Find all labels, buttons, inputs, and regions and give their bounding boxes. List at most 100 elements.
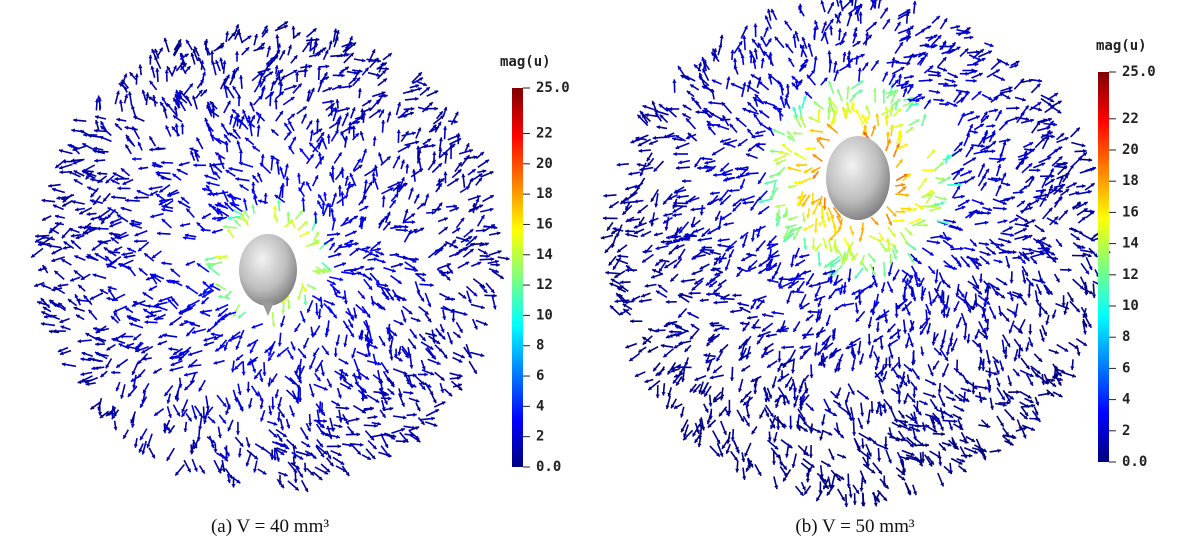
vector-arrowhead [148, 54, 153, 59]
vector-arrowhead [204, 257, 209, 262]
vector-arrowhead [79, 210, 84, 215]
vector-arrowhead [897, 400, 902, 404]
vector-arrowhead [660, 239, 665, 244]
vector-arrowhead [115, 387, 120, 392]
vector-arrowhead [167, 191, 172, 196]
vector-arrowhead [308, 120, 313, 125]
vector-arrowhead [173, 106, 178, 110]
vector-arrowhead [469, 148, 473, 153]
vector-arrowhead [218, 312, 222, 317]
vector-arrowhead [220, 42, 225, 47]
vector-arrowhead [158, 298, 163, 303]
vector-arrowhead [376, 109, 381, 114]
vector-arrowhead [235, 67, 239, 71]
vector-arrowhead [306, 308, 311, 313]
vector-arrowhead [342, 262, 346, 267]
vector-arrowhead [190, 151, 194, 155]
vector-arrowhead [397, 102, 402, 106]
vector-arrowhead [330, 165, 335, 169]
vector-arrowhead [221, 316, 226, 321]
vector-arrowhead [448, 392, 453, 397]
vector-arrowhead [306, 181, 310, 186]
vector-arrowhead [138, 247, 143, 252]
vector-arrowhead [135, 348, 139, 353]
vector-arrowhead [205, 412, 210, 416]
vector-arrowhead [274, 394, 279, 399]
vector-arrowhead [867, 341, 872, 346]
vector-arrowhead [409, 111, 414, 116]
vector-arrowhead [388, 396, 392, 401]
vector-arrowhead [382, 62, 387, 67]
vector-arrowhead [155, 193, 160, 198]
vector-arrowhead [99, 135, 104, 140]
vector-arrowhead [269, 452, 274, 457]
vector-arrowhead [130, 378, 135, 382]
vector-arrowhead [465, 261, 470, 266]
vector-arrowhead [136, 189, 141, 194]
vector-arrowhead [753, 390, 758, 395]
vector-arrowhead [42, 265, 47, 269]
vector-arrowhead [301, 318, 306, 323]
vector-arrowhead [369, 406, 374, 411]
vector-arrowhead [469, 178, 473, 183]
vector-arrowhead [435, 126, 439, 131]
vector-arrowhead [323, 192, 328, 196]
vector-arrowhead [59, 170, 63, 175]
vector-arrowhead [124, 94, 129, 98]
vector-arrowhead [81, 351, 86, 356]
vector-arrowhead [655, 394, 660, 398]
vector-arrowhead [355, 417, 360, 422]
vector-arrowhead [489, 171, 494, 175]
vector-arrowhead [263, 25, 268, 30]
vector-arrowhead [467, 352, 471, 356]
vector-arrowhead [1036, 168, 1041, 173]
vector-arrowhead [125, 134, 130, 139]
vector-arrowhead [239, 75, 244, 79]
vector-arrowhead [349, 52, 354, 57]
vector-arrowhead [184, 233, 189, 238]
vector-arrowhead [264, 349, 269, 353]
vector-arrowhead [57, 283, 62, 288]
vector-arrowhead [1088, 157, 1093, 162]
vector-arrowhead [302, 354, 306, 359]
vector-arrowhead [178, 356, 183, 361]
vector-arrowhead [858, 11, 863, 16]
vector-arrowhead [279, 111, 283, 115]
vector-arrowhead [425, 87, 430, 91]
vector-arrowhead [209, 284, 214, 289]
vector-arrowhead [37, 300, 41, 305]
vector-arrowhead [209, 262, 214, 267]
vector-arrowhead [451, 143, 456, 148]
vector-arrowhead [440, 178, 445, 183]
vector-arrowhead [123, 73, 128, 78]
vector-arrowhead [409, 390, 414, 395]
vector-arrowhead [343, 300, 348, 305]
vector-arrowhead [205, 406, 210, 410]
vector-arrowhead [133, 444, 138, 448]
vector-arrowhead [321, 201, 326, 206]
vector-arrowhead [340, 461, 345, 465]
vector-arrowhead [317, 270, 321, 275]
vector-arrowhead [212, 164, 217, 168]
vector-field [30, 0, 1111, 508]
vector-arrowhead [62, 203, 67, 207]
vector-arrowhead [441, 401, 446, 406]
vector-arrowhead [457, 138, 462, 142]
vector-arrowhead [129, 72, 134, 77]
vector-arrowhead [331, 281, 336, 285]
vector-arrowhead [297, 83, 302, 88]
vector-arrowhead [236, 140, 241, 145]
vector-arrowhead [290, 412, 295, 417]
vector-arrowhead [162, 429, 167, 434]
vector-arrowhead [234, 117, 239, 122]
vector-arrowhead [463, 311, 468, 316]
vector-arrowhead [439, 111, 443, 116]
vector-arrowhead [334, 129, 339, 134]
vector-arrowhead [336, 402, 340, 406]
vector-arrowhead [332, 107, 337, 112]
vector-arrowhead [457, 169, 462, 174]
vector-arrowhead [94, 120, 99, 124]
vector-arrowhead [348, 220, 353, 224]
vector-arrowhead [227, 216, 232, 220]
vector-arrowhead [173, 97, 177, 102]
